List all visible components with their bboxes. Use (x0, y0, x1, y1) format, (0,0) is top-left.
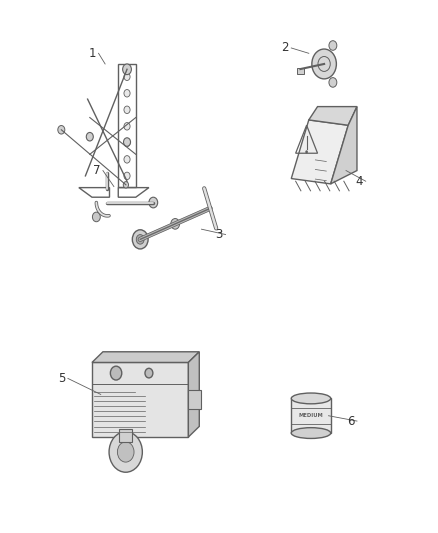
Text: 4: 4 (355, 175, 363, 188)
Bar (119, 429, 132, 442)
Circle shape (329, 41, 337, 50)
Polygon shape (188, 352, 199, 437)
Text: 5: 5 (58, 372, 65, 385)
Polygon shape (331, 107, 357, 184)
Bar (291, 399, 331, 433)
Polygon shape (92, 352, 199, 362)
Circle shape (171, 219, 180, 229)
Text: 3: 3 (215, 228, 223, 241)
Circle shape (123, 64, 131, 75)
Circle shape (136, 235, 144, 244)
Circle shape (124, 138, 131, 146)
Circle shape (117, 442, 134, 462)
Circle shape (124, 139, 130, 147)
Circle shape (123, 182, 128, 188)
Ellipse shape (291, 393, 331, 404)
Text: 2: 2 (281, 42, 289, 54)
Circle shape (124, 90, 130, 97)
Circle shape (110, 366, 122, 380)
Circle shape (305, 150, 308, 154)
Circle shape (312, 49, 336, 79)
Circle shape (124, 156, 130, 163)
Bar (188, 390, 201, 409)
Circle shape (124, 172, 130, 180)
Text: MEDIUM: MEDIUM (299, 413, 323, 418)
Circle shape (92, 212, 100, 222)
Circle shape (124, 123, 130, 130)
Text: 6: 6 (346, 415, 354, 427)
Text: 1: 1 (88, 47, 96, 60)
Polygon shape (291, 120, 348, 184)
Ellipse shape (291, 427, 331, 439)
Bar (297, 68, 304, 75)
Circle shape (109, 432, 142, 472)
Bar (118, 64, 136, 187)
Circle shape (124, 73, 130, 80)
Circle shape (149, 197, 158, 208)
Circle shape (86, 132, 93, 141)
Circle shape (132, 230, 148, 249)
Circle shape (124, 106, 130, 114)
Polygon shape (309, 107, 357, 125)
Circle shape (145, 368, 153, 378)
Bar (92, 362, 188, 437)
Circle shape (58, 125, 65, 134)
Circle shape (329, 78, 337, 87)
Text: 7: 7 (92, 164, 100, 177)
